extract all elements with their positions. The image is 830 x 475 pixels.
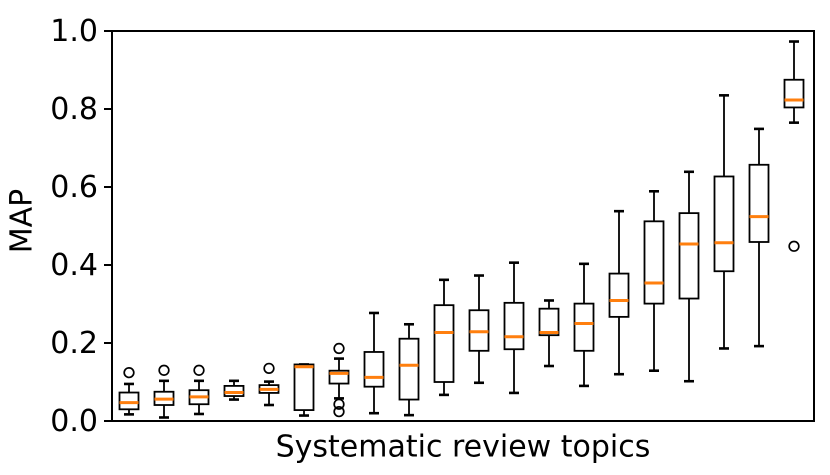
plot-frame [111, 30, 815, 422]
x-axis-label: Systematic review topics [275, 429, 651, 465]
iqr-box [398, 337, 420, 401]
iqr-box [608, 272, 630, 318]
box-11 [468, 274, 490, 385]
y-tick-label: 0.2 [50, 326, 98, 361]
box-18 [713, 94, 735, 350]
iqr-box [433, 304, 455, 383]
outlier-point [333, 405, 345, 418]
box-12 [503, 261, 525, 395]
outlier-point [333, 398, 345, 410]
iqr-box [538, 307, 560, 337]
iqr-box [678, 212, 700, 300]
box-15 [608, 209, 630, 376]
box-13 [538, 299, 560, 368]
box-19 [748, 127, 770, 348]
y-tick-label: 1.0 [50, 14, 98, 49]
box-5 [258, 362, 280, 407]
outlier-point [158, 364, 170, 376]
outlier-point [788, 240, 800, 252]
y-axis-label: MAP [4, 188, 40, 254]
iqr-box [223, 384, 245, 397]
box-17 [678, 170, 700, 383]
iqr-box [363, 351, 385, 388]
y-tick-label: 0.4 [50, 248, 98, 283]
outlier-point [123, 366, 135, 379]
box-14 [573, 262, 595, 388]
box-1 [118, 366, 140, 416]
iqr-box [748, 163, 770, 243]
y-tick-label: 0.8 [50, 92, 98, 127]
outlier-point [333, 342, 345, 355]
box-3 [188, 364, 210, 416]
box-7 [328, 342, 350, 418]
iqr-box [643, 220, 665, 305]
box-6 [293, 363, 315, 417]
iqr-box [503, 301, 525, 351]
box-16 [643, 189, 665, 372]
box-10 [433, 278, 455, 397]
box-4 [223, 379, 245, 401]
iqr-box [118, 391, 140, 411]
outlier-point [193, 364, 205, 376]
box-20 [783, 40, 805, 252]
box-9 [398, 322, 420, 417]
iqr-box [783, 78, 805, 109]
box-2 [153, 364, 175, 419]
outlier-point [263, 362, 275, 375]
iqr-box [293, 363, 315, 411]
y-tick-label: 0.6 [50, 170, 98, 205]
iqr-box [713, 175, 735, 273]
box-8 [363, 311, 385, 415]
y-tick-label: 0.0 [50, 404, 98, 439]
iqr-box [573, 302, 595, 352]
